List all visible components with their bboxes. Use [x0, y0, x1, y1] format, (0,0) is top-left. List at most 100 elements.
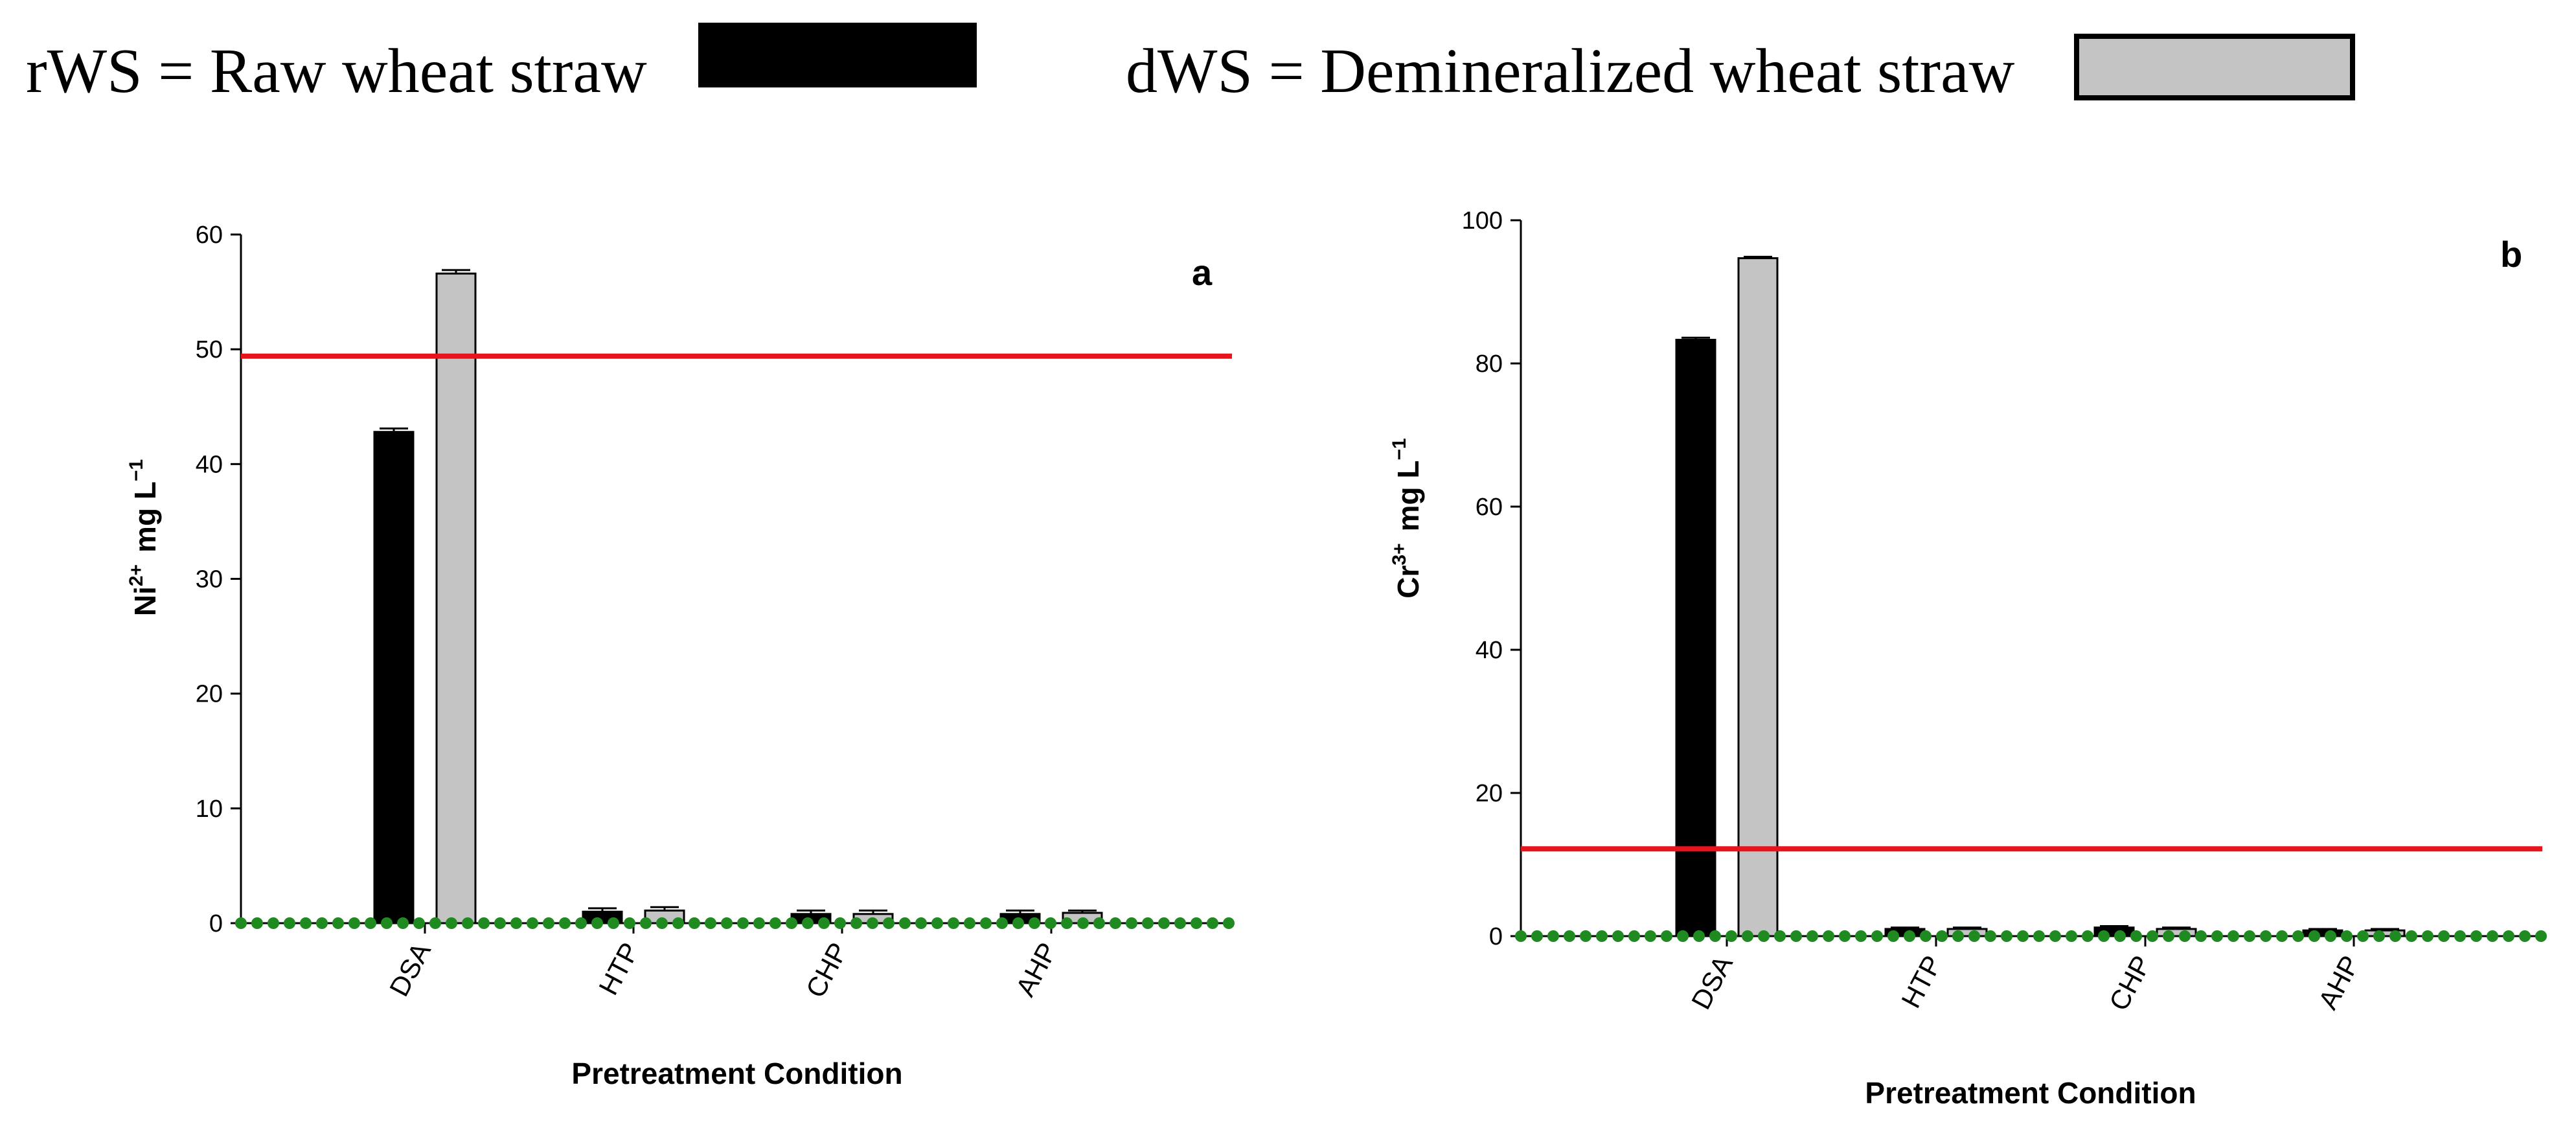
baseline-dot	[1887, 930, 1899, 942]
baseline-dot	[1936, 930, 1948, 942]
baseline-dot	[1968, 930, 1980, 942]
baseline-dot	[2163, 930, 2174, 942]
baseline-dot	[1158, 917, 1170, 929]
baseline-dot	[591, 917, 603, 929]
baseline-dot	[931, 917, 943, 929]
baseline-dot	[2519, 930, 2531, 942]
y-axis-title-unit: mg L	[128, 481, 162, 553]
baseline-dot	[1223, 917, 1235, 929]
baseline-dot	[348, 917, 360, 929]
baseline-dot	[883, 917, 895, 929]
y-axis-title-sup: 3+	[1389, 543, 1410, 565]
baseline-dot	[2001, 930, 2012, 942]
baseline-dot	[527, 917, 538, 929]
baseline-dot	[1726, 930, 1737, 942]
y-tick-label: 40	[196, 451, 223, 478]
baseline-dot	[251, 917, 263, 929]
y-tick-label: 40	[1476, 637, 1503, 664]
baseline-dot	[1920, 930, 1932, 942]
baseline-dot	[1191, 917, 1202, 929]
y-tick-label: 100	[1462, 207, 1503, 235]
baseline-dot	[413, 917, 425, 929]
baseline-dot	[802, 917, 814, 929]
y-axis-title-unit-sup: −1	[1389, 438, 1410, 460]
y-tick-label: 50	[196, 336, 223, 363]
baseline-dot	[2098, 930, 2110, 942]
x-tick-label-HTP: HTP	[1895, 950, 1948, 1013]
baseline-dot	[1677, 930, 1689, 942]
y-tick-label: 0	[209, 910, 223, 937]
baseline-dot	[2195, 930, 2207, 942]
baseline-dot	[1855, 930, 1867, 942]
baseline-dot	[478, 917, 490, 929]
baseline-dot	[316, 917, 328, 929]
baseline-dot	[365, 917, 376, 929]
baseline-dot	[1628, 930, 1640, 942]
baseline-dot	[2082, 930, 2093, 942]
baseline-dot	[1012, 917, 1024, 929]
baseline-dot	[510, 917, 522, 929]
baseline-dot	[753, 917, 765, 929]
baseline-dot	[1126, 917, 1137, 929]
baseline-dot	[2535, 930, 2547, 942]
baseline-dot	[1077, 917, 1089, 929]
baseline-dot	[608, 917, 619, 929]
baseline-dot	[2276, 930, 2288, 942]
y-axis-title-unit: mg L	[1391, 460, 1425, 531]
x-tick-label-HTP: HTP	[593, 937, 645, 1000]
baseline-dot	[786, 917, 797, 929]
bar-rWS-DSA	[373, 431, 415, 924]
baseline-dot	[624, 917, 635, 929]
y-axis-title-base: Ni	[128, 586, 162, 616]
baseline-dot	[1564, 930, 1575, 942]
baseline-dot	[2179, 930, 2191, 942]
baseline-dot	[2357, 930, 2369, 942]
baseline-dot	[737, 917, 749, 929]
baseline-dot	[2308, 930, 2320, 942]
legend-demin-label: dWS = Demineralized wheat straw	[1126, 36, 2015, 106]
legend-demin-swatch	[2074, 34, 2355, 100]
baseline-dot	[2389, 930, 2401, 942]
y-tick-label: 10	[196, 796, 223, 823]
baseline-dot	[1596, 930, 1608, 942]
baseline-dot	[1661, 930, 1672, 942]
baseline-dot	[332, 917, 344, 929]
y-tick-label: 60	[1476, 494, 1503, 521]
y-tick-label: 20	[1476, 780, 1503, 807]
y-axis-title: Ni2+ mg L−1	[126, 459, 162, 616]
baseline-dot	[1952, 930, 1964, 942]
baseline-dot	[1142, 917, 1154, 929]
baseline-dot	[2260, 930, 2272, 942]
baseline-dot	[2066, 930, 2077, 942]
x-tick-label-CHP: CHP	[800, 937, 854, 1002]
baseline-dot	[672, 917, 684, 929]
baseline-dot	[1531, 930, 1543, 942]
x-tick-label-DSA: DSA	[383, 937, 437, 1001]
baseline-dot	[1742, 930, 1753, 942]
baseline-dot	[1709, 930, 1721, 942]
baseline-dot	[2228, 930, 2239, 942]
bar-dWS-DSA	[1737, 257, 1779, 937]
y-tick-label: 0	[1489, 923, 1503, 950]
baseline-dot	[1790, 930, 1802, 942]
baseline-dot	[2244, 930, 2255, 942]
baseline-dot	[462, 917, 473, 929]
baseline-dot	[1807, 930, 1818, 942]
baseline-dot	[300, 917, 312, 929]
baseline-dot	[2033, 930, 2045, 942]
panel-letter: a	[1192, 252, 1213, 293]
baseline-dot	[2503, 930, 2514, 942]
baseline-dot	[2114, 930, 2126, 942]
y-tick-label: 80	[1476, 350, 1503, 378]
baseline-dot	[397, 917, 409, 929]
y-tick-label: 60	[196, 222, 223, 249]
baseline-dot	[575, 917, 587, 929]
baseline-dot	[915, 917, 927, 929]
baseline-dot	[2292, 930, 2304, 942]
baseline-dot	[948, 917, 959, 929]
baseline-dot	[1645, 930, 1656, 942]
baseline-dot	[1612, 930, 1624, 942]
baseline-dot	[268, 917, 279, 929]
baseline-dot	[721, 917, 733, 929]
